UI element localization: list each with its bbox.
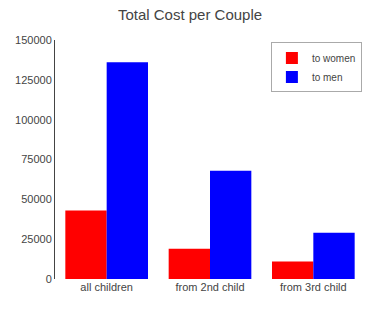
svg-text:25000: 25000 bbox=[21, 233, 52, 245]
svg-text:50000: 50000 bbox=[21, 193, 52, 205]
svg-text:125000: 125000 bbox=[15, 74, 52, 86]
svg-text:from 3rd child: from 3rd child bbox=[280, 281, 347, 293]
svg-text:all children: all children bbox=[80, 281, 133, 293]
svg-text:Total Cost per Couple: Total Cost per Couple bbox=[118, 6, 262, 23]
svg-text:75000: 75000 bbox=[21, 153, 52, 165]
svg-text:0: 0 bbox=[46, 273, 52, 285]
svg-text:150000: 150000 bbox=[15, 34, 52, 46]
svg-text:to men: to men bbox=[312, 72, 343, 83]
svg-text:100000: 100000 bbox=[15, 114, 52, 126]
svg-text:from 2nd child: from 2nd child bbox=[175, 281, 244, 293]
svg-text:to women: to women bbox=[312, 53, 355, 64]
